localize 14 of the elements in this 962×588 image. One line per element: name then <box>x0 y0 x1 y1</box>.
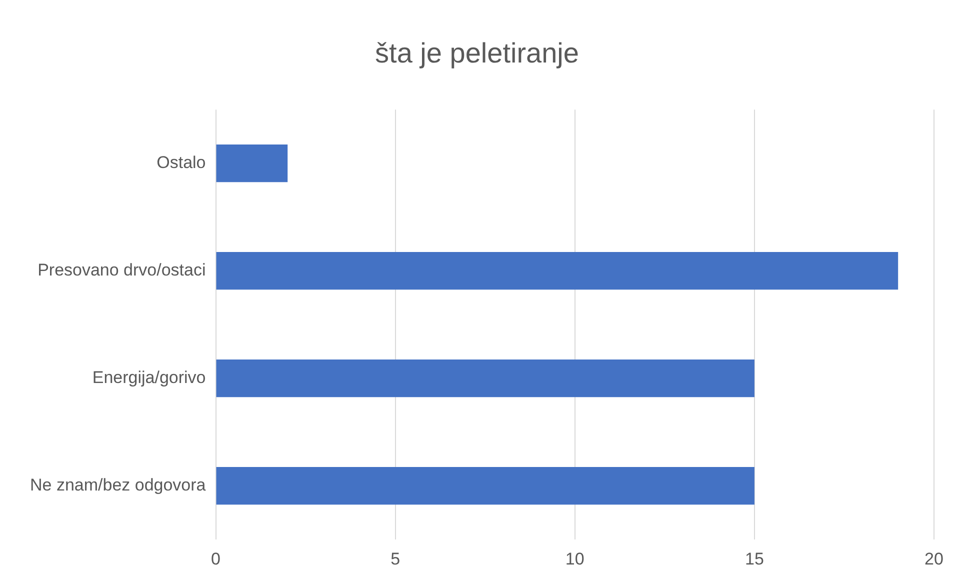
x-tick-label: 0 <box>211 549 221 568</box>
y-tick-label: Energija/gorivo <box>92 368 206 388</box>
y-tick-label: Ne znam/bez odgovora <box>30 476 206 495</box>
bar <box>216 252 898 290</box>
chart-title: šta je peletiranje <box>375 38 579 69</box>
y-tick-label: Ostalo <box>156 153 206 172</box>
y-tick-label: Presovano drvo/ostaci <box>38 260 206 280</box>
x-tick-label: 15 <box>744 549 764 568</box>
bar <box>216 360 754 398</box>
x-tick-label: 5 <box>390 549 400 568</box>
bar <box>216 467 754 505</box>
x-tick-label: 20 <box>924 549 944 568</box>
bar <box>216 144 288 182</box>
x-tick-label: 10 <box>565 549 584 568</box>
